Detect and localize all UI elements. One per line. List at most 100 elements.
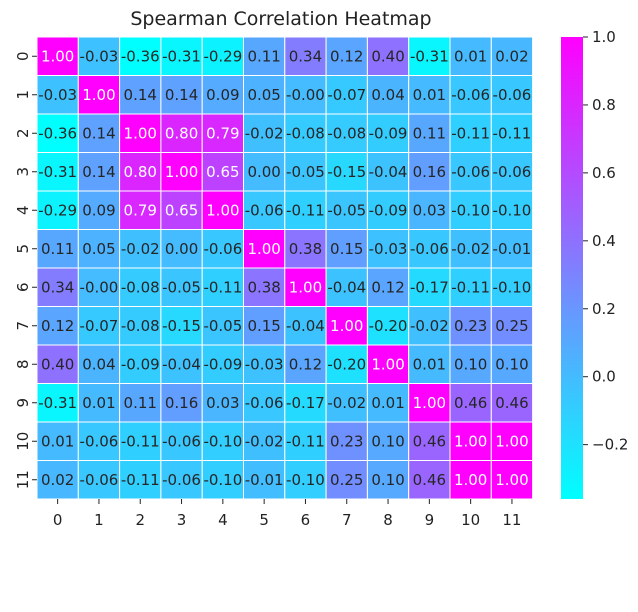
colorbar-tick-label: 0.4	[592, 232, 616, 250]
cell-value-label: -0.31	[410, 47, 449, 65]
colorbar-tick-label: 0.8	[592, 96, 616, 114]
cell-value-label: 0.12	[371, 278, 404, 296]
x-tick-label: 2	[135, 511, 145, 529]
heatmap-cell	[243, 75, 286, 115]
cell-value-label: -0.04	[369, 163, 408, 181]
heatmap-cell	[201, 306, 244, 346]
heatmap-cell	[77, 344, 121, 384]
cell-value-label: 0.04	[371, 86, 404, 104]
cell-value-label: -0.06	[451, 86, 490, 104]
heatmap-cell	[490, 267, 534, 307]
cell-value-label: 0.10	[495, 355, 528, 373]
cell-value-label: 1.00	[330, 317, 363, 335]
cell-value-label: 0.79	[124, 201, 157, 219]
heatmap-cell	[119, 113, 162, 153]
cell-value-label: -0.05	[286, 163, 325, 181]
x-tick-label: 1	[94, 511, 104, 529]
cell-value-label: 0.46	[413, 432, 446, 450]
cell-value-label: -0.03	[369, 240, 408, 258]
heatmap-cell	[77, 75, 121, 115]
cell-value-label: -0.03	[245, 355, 284, 373]
heatmap-cell	[325, 36, 368, 76]
heatmap-cell	[160, 152, 203, 192]
cell-value-label: 0.79	[206, 124, 239, 142]
cell-value-label: 0.65	[206, 163, 239, 181]
colorbar-tick-label: 1.0	[592, 28, 616, 46]
cell-value-label: -0.09	[369, 124, 408, 142]
cell-value-label: 0.38	[247, 278, 280, 296]
cell-value-label: -0.06	[162, 471, 201, 489]
heatmap-cell	[408, 75, 451, 115]
cell-value-label: 0.02	[41, 471, 74, 489]
heatmap-cell	[243, 229, 286, 269]
heatmap-cell	[408, 36, 451, 76]
heatmap-cell	[366, 152, 410, 192]
cell-value-label: -0.05	[327, 201, 366, 219]
cell-value-label: -0.07	[327, 86, 366, 104]
cell-value-label: 0.40	[41, 355, 74, 373]
y-tick-label: 0	[14, 51, 32, 61]
heatmap-cell	[284, 229, 327, 269]
cell-value-label: 0.46	[413, 471, 446, 489]
cell-value-label: 0.10	[371, 471, 404, 489]
heatmap-cell	[77, 190, 121, 230]
cell-value-label: 0.00	[247, 163, 280, 181]
cell-value-label: 0.09	[82, 201, 115, 219]
cell-value-label: -0.17	[410, 278, 449, 296]
heatmap-cell	[119, 190, 162, 230]
heatmap-cell	[490, 306, 534, 346]
cell-value-label: -0.04	[327, 278, 366, 296]
cell-value-label: 0.00	[165, 240, 198, 258]
cell-value-label: 0.01	[82, 394, 115, 412]
heatmap-annotations: 1.00 -0.03 -0.36 -0.31 -0.29 0.11 0.34 0.12 0.40…	[38, 47, 531, 489]
heatmap-cell	[243, 421, 286, 461]
cell-value-label: -0.11	[121, 471, 160, 489]
cell-value-label: 0.38	[289, 240, 322, 258]
heatmap-cell	[243, 36, 286, 76]
cell-value-label: -0.15	[327, 163, 366, 181]
x-tick-label: 4	[218, 511, 228, 529]
cell-value-label: 0.03	[206, 394, 239, 412]
cell-value-label: -0.11	[286, 201, 325, 219]
cell-value-label: 0.23	[330, 432, 363, 450]
heatmap-cell	[449, 152, 492, 192]
cell-value-label: -0.02	[245, 432, 284, 450]
cell-value-label: 1.00	[454, 471, 487, 489]
heatmap-cell	[243, 460, 286, 500]
cell-value-label: 0.34	[289, 47, 322, 65]
heatmap-cell	[408, 267, 451, 307]
cell-value-label: 0.09	[206, 86, 239, 104]
cell-value-label: 0.80	[165, 124, 198, 142]
heatmap-cell	[490, 344, 534, 384]
x-tick-label: 8	[383, 511, 393, 529]
cell-value-label: -0.06	[245, 394, 284, 412]
cell-value-label: -0.11	[203, 278, 242, 296]
cell-value-label: -0.00	[286, 86, 325, 104]
cell-value-label: 0.25	[330, 471, 363, 489]
cell-value-label: -0.20	[369, 317, 408, 335]
cell-value-label: -0.29	[38, 201, 77, 219]
cell-value-label: -0.01	[245, 471, 284, 489]
cell-value-label: 0.02	[495, 47, 528, 65]
heatmap-cell	[160, 383, 203, 423]
heatmap-cell	[449, 267, 492, 307]
cell-value-label: -0.08	[121, 278, 160, 296]
y-tick-label: 5	[14, 244, 32, 254]
cell-value-label: 0.23	[454, 317, 487, 335]
heatmap-cell	[449, 344, 492, 384]
heatmap-cell	[36, 306, 79, 346]
cell-value-label: 0.65	[165, 201, 198, 219]
y-tick-label: 2	[14, 128, 32, 138]
heatmap-cell	[325, 229, 368, 269]
heatmap-cell	[284, 306, 327, 346]
cell-value-label: -0.03	[80, 47, 119, 65]
heatmap-cell	[490, 152, 534, 192]
y-tick-label: 9	[14, 398, 32, 408]
cell-value-label: 0.15	[247, 317, 280, 335]
heatmap-cell	[284, 113, 327, 153]
heatmap-cell	[449, 460, 492, 500]
cell-value-label: -0.17	[286, 394, 325, 412]
cell-value-label: -0.11	[493, 124, 532, 142]
cell-value-label: 1.00	[495, 432, 528, 450]
cell-value-label: 0.10	[371, 432, 404, 450]
